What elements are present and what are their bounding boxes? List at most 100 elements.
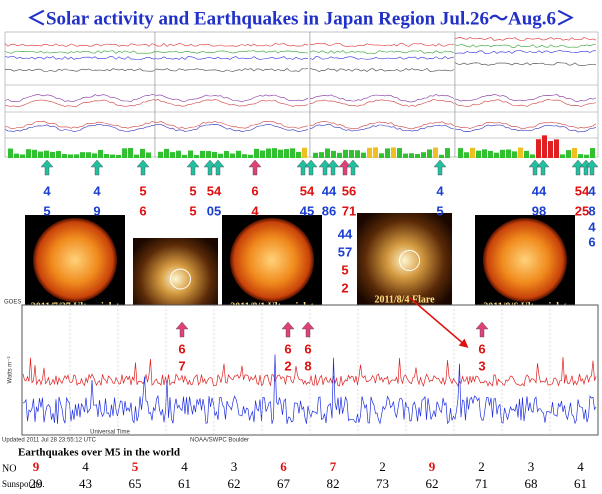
arrow — [433, 159, 447, 176]
trace — [4, 99, 156, 108]
flux-trace — [22, 354, 597, 425]
arrow-label: 8 — [588, 203, 595, 218]
trace — [310, 43, 455, 47]
trace — [154, 43, 309, 47]
kp-bar — [355, 150, 360, 158]
quake-count: 3 — [528, 459, 535, 474]
kp-bar — [415, 153, 420, 158]
corona — [357, 213, 452, 308]
arrow-label: 6 — [284, 341, 291, 356]
kp-bar — [176, 150, 181, 158]
kp-bar — [188, 150, 193, 158]
sunspot-number: 43 — [79, 476, 92, 491]
kp-bar — [194, 154, 199, 158]
kp-bar — [458, 148, 463, 158]
kp-bar — [146, 152, 151, 158]
kp-bar — [572, 147, 577, 158]
kp-bar — [20, 154, 25, 158]
arrow — [318, 159, 332, 176]
kp-bar — [170, 152, 175, 158]
trace — [154, 68, 309, 72]
arrow — [186, 159, 200, 176]
kp-bar — [206, 151, 211, 158]
kp-bar — [164, 148, 169, 158]
quake-count: 5 — [132, 459, 139, 474]
sun-disc — [33, 218, 117, 302]
arrow-label: 5 — [139, 183, 146, 198]
arrow-label: 5 — [189, 183, 196, 198]
arrow — [296, 159, 310, 176]
panel — [4, 31, 156, 158]
kp-bar — [391, 147, 396, 158]
kp-bar — [325, 148, 330, 158]
sunspot-number: 68 — [525, 476, 538, 491]
sun-disc — [230, 218, 314, 302]
trace — [454, 98, 597, 107]
arrow — [326, 159, 340, 176]
arrow-label: 54 — [575, 183, 590, 198]
kp-bar — [80, 152, 85, 158]
arrow-label: 9 — [93, 203, 100, 218]
kp-bar — [379, 153, 384, 158]
kp-bar — [32, 149, 37, 158]
kp-bar — [98, 149, 103, 158]
occulter — [170, 268, 191, 290]
kp-bar — [578, 154, 583, 158]
kp-bar — [212, 151, 217, 158]
arrow-label: 4 — [251, 203, 259, 218]
quake-count: 4 — [181, 459, 188, 474]
kp-bar — [242, 154, 247, 158]
kp-bar — [38, 151, 43, 158]
arrow-label: 6 — [139, 203, 146, 218]
trace — [4, 43, 156, 47]
arrow-label: 44 — [322, 183, 337, 198]
sunspot-number: 82 — [327, 476, 340, 491]
kp-bar — [74, 154, 79, 158]
arrow — [304, 159, 318, 176]
kp-bar — [482, 149, 487, 158]
arrow-label: 54 — [207, 183, 222, 198]
kp-bar — [536, 139, 541, 158]
kp-bar — [230, 153, 235, 158]
side-label: 4 — [588, 219, 596, 234]
kp-bar — [439, 154, 444, 158]
sun-disc — [483, 218, 567, 302]
kp-bar — [319, 152, 324, 158]
trace — [5, 120, 156, 129]
arrow-label: 3 — [478, 358, 485, 373]
arrow-label: 45 — [300, 203, 314, 218]
quake-count: 2 — [478, 459, 485, 474]
trace — [309, 68, 455, 72]
arrow-label: 8 — [304, 358, 311, 373]
trace — [454, 93, 597, 102]
kp-bar — [62, 154, 67, 158]
occulter — [399, 250, 420, 271]
kp-bar — [224, 151, 229, 158]
arrow-label: 5 — [189, 203, 196, 218]
flux-trace — [22, 357, 597, 387]
kp-bar — [470, 147, 475, 158]
kp-bar — [464, 152, 469, 158]
image-label: 2011/8/4 Flare — [374, 294, 435, 305]
arrow-label: 5 — [43, 203, 50, 218]
trace — [4, 94, 156, 103]
kp-bar — [8, 148, 13, 158]
trace — [154, 123, 309, 133]
trace — [4, 123, 156, 133]
footer: Updated 2011 Jul 28 23:55:12 UTC — [2, 438, 97, 444]
footer: NOAA/SWPC Boulder — [190, 438, 249, 444]
kp-bar — [248, 154, 253, 158]
trace — [154, 120, 309, 130]
kp-bar — [26, 149, 31, 158]
table-caption: Earthquakes over M5 in the world — [18, 447, 180, 459]
arrow-label: 4 — [436, 183, 444, 198]
arrow — [211, 159, 225, 176]
quake-count: 9 — [33, 459, 40, 474]
trace — [154, 98, 309, 107]
trace — [454, 121, 597, 130]
arrow — [338, 159, 352, 176]
quake-count: 9 — [429, 459, 436, 474]
kp-bar — [218, 153, 223, 158]
kp-bar — [44, 150, 49, 158]
kp-bar — [140, 148, 145, 158]
